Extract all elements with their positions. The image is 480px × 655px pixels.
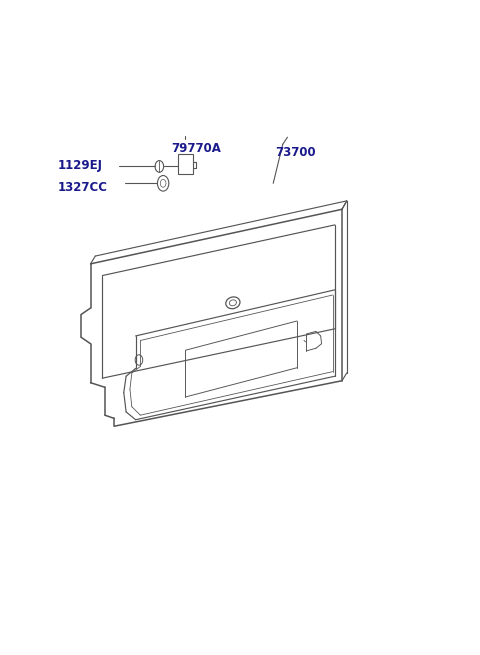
Text: 1327CC: 1327CC xyxy=(57,181,108,195)
Text: 73700: 73700 xyxy=(276,145,316,159)
Text: 1129EJ: 1129EJ xyxy=(57,159,102,172)
Text: 79770A: 79770A xyxy=(171,142,221,155)
